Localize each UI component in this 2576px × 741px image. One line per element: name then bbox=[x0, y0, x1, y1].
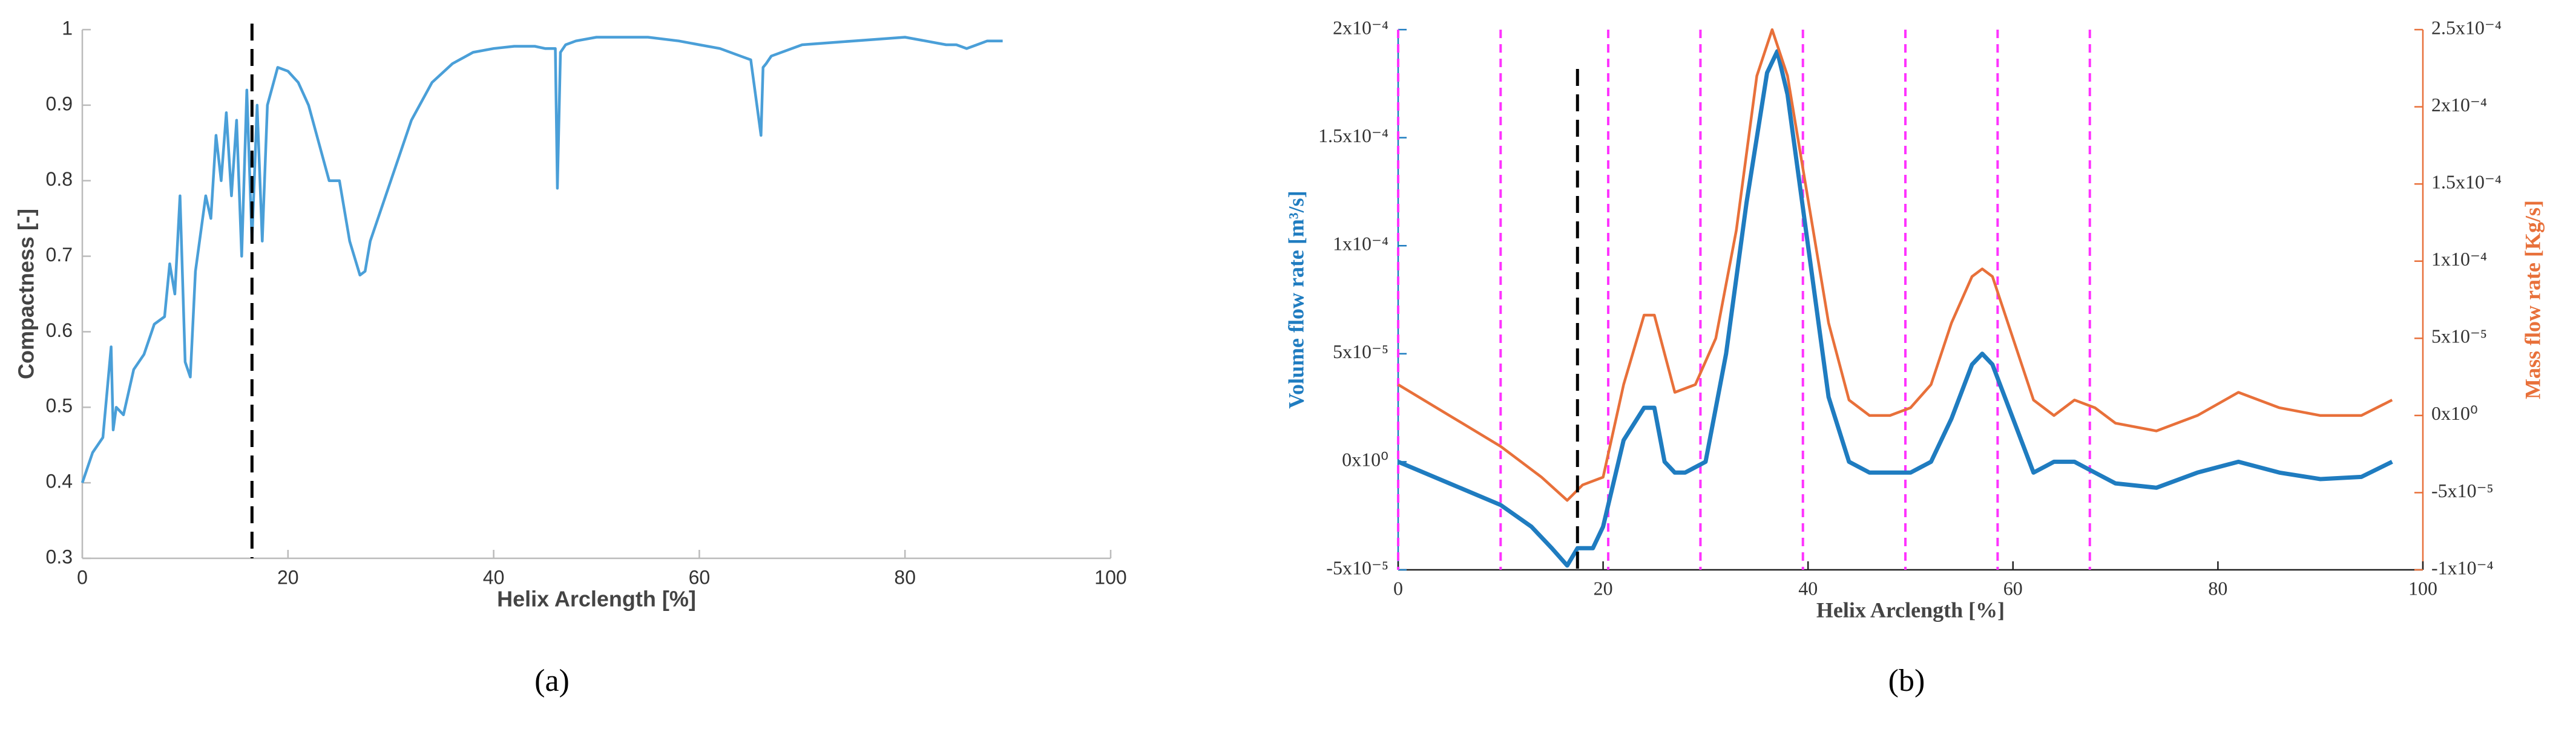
caption: (b) bbox=[1888, 664, 1925, 698]
y-tick-label: 0.5 bbox=[46, 395, 73, 417]
y2-tick-label: -5x10⁻⁵ bbox=[2431, 480, 2494, 501]
x-tick-label: 80 bbox=[2208, 577, 2227, 599]
y2-tick-label: 5x10⁻⁵ bbox=[2431, 325, 2487, 347]
y-tick-label: 0.8 bbox=[46, 168, 73, 190]
x-tick-label: 100 bbox=[2408, 577, 2437, 599]
y2-tick-label: 1.5x10⁻⁴ bbox=[2431, 171, 2502, 192]
caption: (a) bbox=[534, 664, 570, 698]
data-line bbox=[80, 36, 1003, 483]
x-tick-label: 80 bbox=[894, 566, 916, 588]
y-tick-label: 1 bbox=[62, 17, 73, 39]
x-tick-label: 20 bbox=[1594, 577, 1613, 599]
y2-tick-label: -1x10⁻⁴ bbox=[2431, 557, 2494, 578]
x-axis-label: Helix Arclength [%] bbox=[497, 587, 696, 612]
data-line bbox=[1397, 49, 2393, 568]
y-tick-label: 0.3 bbox=[46, 546, 73, 567]
y2-tick-label: 2.5x10⁻⁴ bbox=[2431, 16, 2502, 38]
x-tick-label: 0 bbox=[1393, 577, 1403, 599]
x-tick-label: 100 bbox=[1094, 566, 1126, 588]
y2-tick-label: 2x10⁻⁴ bbox=[2431, 94, 2487, 116]
data-line bbox=[1397, 28, 2393, 502]
y2-tick-label: 0x10⁰ bbox=[2431, 402, 2478, 424]
y-tick-label: 2x10⁻⁴ bbox=[1333, 16, 1388, 38]
y2-axis-label: Mass flow rate [Kg/s] bbox=[2520, 200, 2545, 399]
x-axis-label: Helix Arclength [%] bbox=[1816, 598, 2005, 622]
y-tick-label: 1x10⁻⁴ bbox=[1333, 233, 1388, 255]
y-axis-label: Volume flow rate [m³/s] bbox=[1284, 191, 1308, 408]
x-tick-label: 40 bbox=[483, 566, 505, 588]
x-tick-label: 60 bbox=[689, 566, 711, 588]
y-tick-label: 0.6 bbox=[46, 319, 73, 341]
y-tick-label: 0.4 bbox=[46, 471, 73, 492]
x-tick-label: 0 bbox=[77, 566, 88, 588]
y-tick-label: 1.5x10⁻⁴ bbox=[1318, 125, 1388, 146]
x-tick-label: 20 bbox=[277, 566, 299, 588]
y-tick-label: 5x10⁻⁵ bbox=[1333, 341, 1388, 362]
y-tick-label: 0x10⁰ bbox=[1342, 449, 1388, 471]
y-tick-label: -5x10⁻⁵ bbox=[1326, 557, 1388, 578]
y-tick-label: 0.7 bbox=[46, 244, 73, 266]
y2-tick-label: 1x10⁻⁴ bbox=[2431, 248, 2487, 270]
y-axis-label: Compactness [-] bbox=[14, 209, 39, 379]
x-tick-label: 40 bbox=[1798, 577, 1818, 599]
x-tick-label: 60 bbox=[2003, 577, 2023, 599]
y-tick-label: 0.9 bbox=[46, 93, 73, 114]
